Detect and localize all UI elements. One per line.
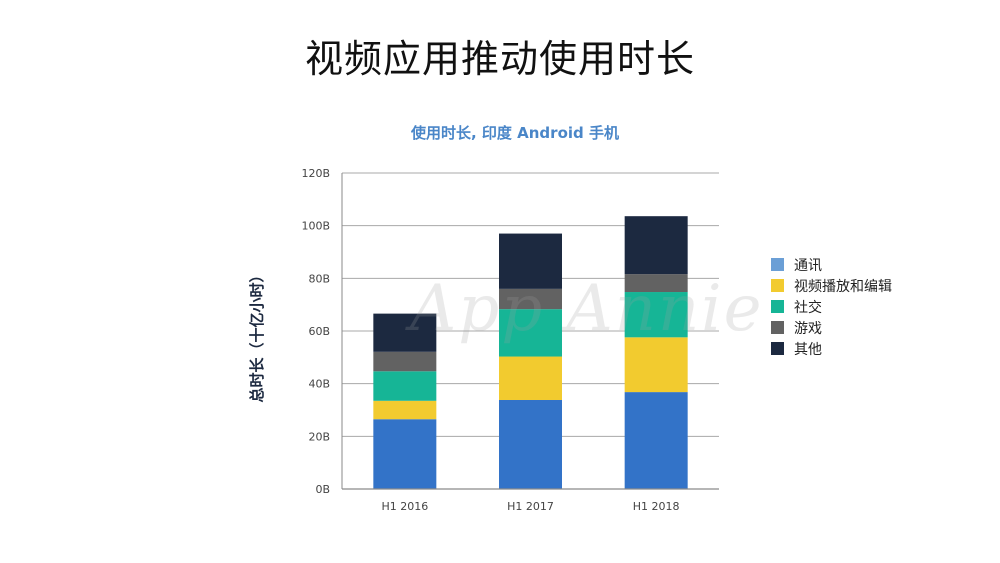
- bar-segment: [373, 419, 437, 489]
- y-tick-label: 40B: [308, 378, 330, 391]
- legend-swatch: [771, 321, 784, 334]
- y-tick-label: 120B: [301, 167, 330, 180]
- x-tick-label: H1 2018: [633, 500, 680, 513]
- legend-item: 其他: [771, 338, 892, 359]
- chart-title: 使用时长, 印度 Android 手机: [411, 124, 619, 142]
- x-tick-label: H1 2017: [507, 500, 554, 513]
- legend-swatch: [771, 279, 784, 292]
- legend-label: 社交: [794, 299, 822, 316]
- legend-item: 游戏: [771, 317, 892, 338]
- legend-swatch: [771, 258, 784, 271]
- legend-label: 游戏: [794, 320, 822, 337]
- y-tick-label: 80B: [308, 272, 330, 285]
- legend-swatch: [771, 342, 784, 355]
- bar-segment: [624, 292, 688, 338]
- y-axis-label: 总时长（十亿小时）: [248, 267, 266, 402]
- y-tick-label: 100B: [301, 220, 330, 233]
- slide-title: 视频应用推动使用时长: [304, 37, 695, 81]
- legend-label: 通讯: [794, 257, 822, 274]
- legend: 通讯 视频播放和编辑 社交 游戏 其他: [771, 254, 892, 359]
- bar-segment: [499, 309, 562, 357]
- bar-segment: [624, 337, 688, 393]
- bar-segment: [624, 392, 688, 489]
- bar-segment: [499, 399, 562, 489]
- legend-item: 通讯: [771, 254, 892, 275]
- legend-swatch: [771, 300, 784, 313]
- bar-segment: [624, 216, 688, 275]
- legend-item: 社交: [771, 296, 892, 317]
- bar-segment: [499, 288, 562, 310]
- legend-label: 其他: [794, 341, 822, 358]
- bar-segment: [624, 274, 688, 293]
- bar-segment: [499, 356, 562, 400]
- bar-segment: [373, 313, 437, 352]
- bar-segment: [499, 233, 562, 289]
- y-tick-label: 0B: [315, 483, 330, 496]
- bar-segment: [373, 351, 437, 372]
- legend-item: 视频播放和编辑: [771, 275, 892, 296]
- bar-segment: [373, 400, 437, 420]
- bar-segment: [373, 371, 437, 401]
- x-tick-label: H1 2016: [381, 500, 428, 513]
- y-tick-label: 20B: [308, 430, 330, 443]
- legend-label: 视频播放和编辑: [794, 278, 892, 295]
- y-tick-label: 60B: [308, 325, 330, 338]
